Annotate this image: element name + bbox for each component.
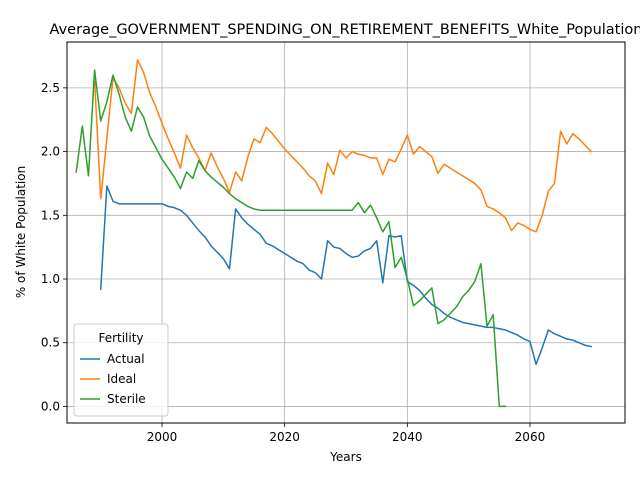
- y-tick-label: 1.0: [41, 272, 60, 286]
- y-tick-label: 0.5: [41, 336, 60, 350]
- x-axis-label: Years: [329, 450, 362, 464]
- y-tick-label: 2.5: [41, 81, 60, 95]
- x-tick-label: 2040: [392, 430, 423, 444]
- legend-label-actual: Actual: [107, 352, 145, 366]
- legend-title: Fertility: [98, 331, 143, 345]
- series-line-actual: [99, 185, 593, 366]
- y-axis-ticks: 0.0 0.5 1.0 1.5 2.0 2.5: [41, 81, 67, 413]
- series-lines: [75, 59, 593, 408]
- legend-items: Actual Ideal Sterile: [80, 352, 146, 406]
- legend-label-ideal: Ideal: [107, 372, 136, 386]
- series-line-ideal: [93, 59, 593, 233]
- x-axis-ticks: 2000 2020 2040 2060: [147, 423, 545, 444]
- plot-frame: [66, 41, 626, 424]
- legend-box: [73, 323, 169, 417]
- chart-title: Average_GOVERNMENT_SPENDING_ON_RETIREMEN…: [50, 22, 640, 38]
- x-tick-label: 2060: [515, 430, 546, 444]
- x-tick-label: 2020: [269, 430, 300, 444]
- y-tick-label: 1.5: [41, 208, 60, 222]
- y-tick-label: 0.0: [41, 399, 60, 413]
- x-tick-label: 2000: [147, 430, 178, 444]
- series-line-sterile: [75, 69, 507, 408]
- y-axis-label: % of White Population: [14, 166, 28, 298]
- y-tick-label: 2.0: [41, 145, 60, 159]
- grid-lines: [67, 42, 625, 423]
- legend: Fertility Actual Ideal Sterile: [73, 323, 169, 417]
- legend-label-sterile: Sterile: [107, 392, 146, 406]
